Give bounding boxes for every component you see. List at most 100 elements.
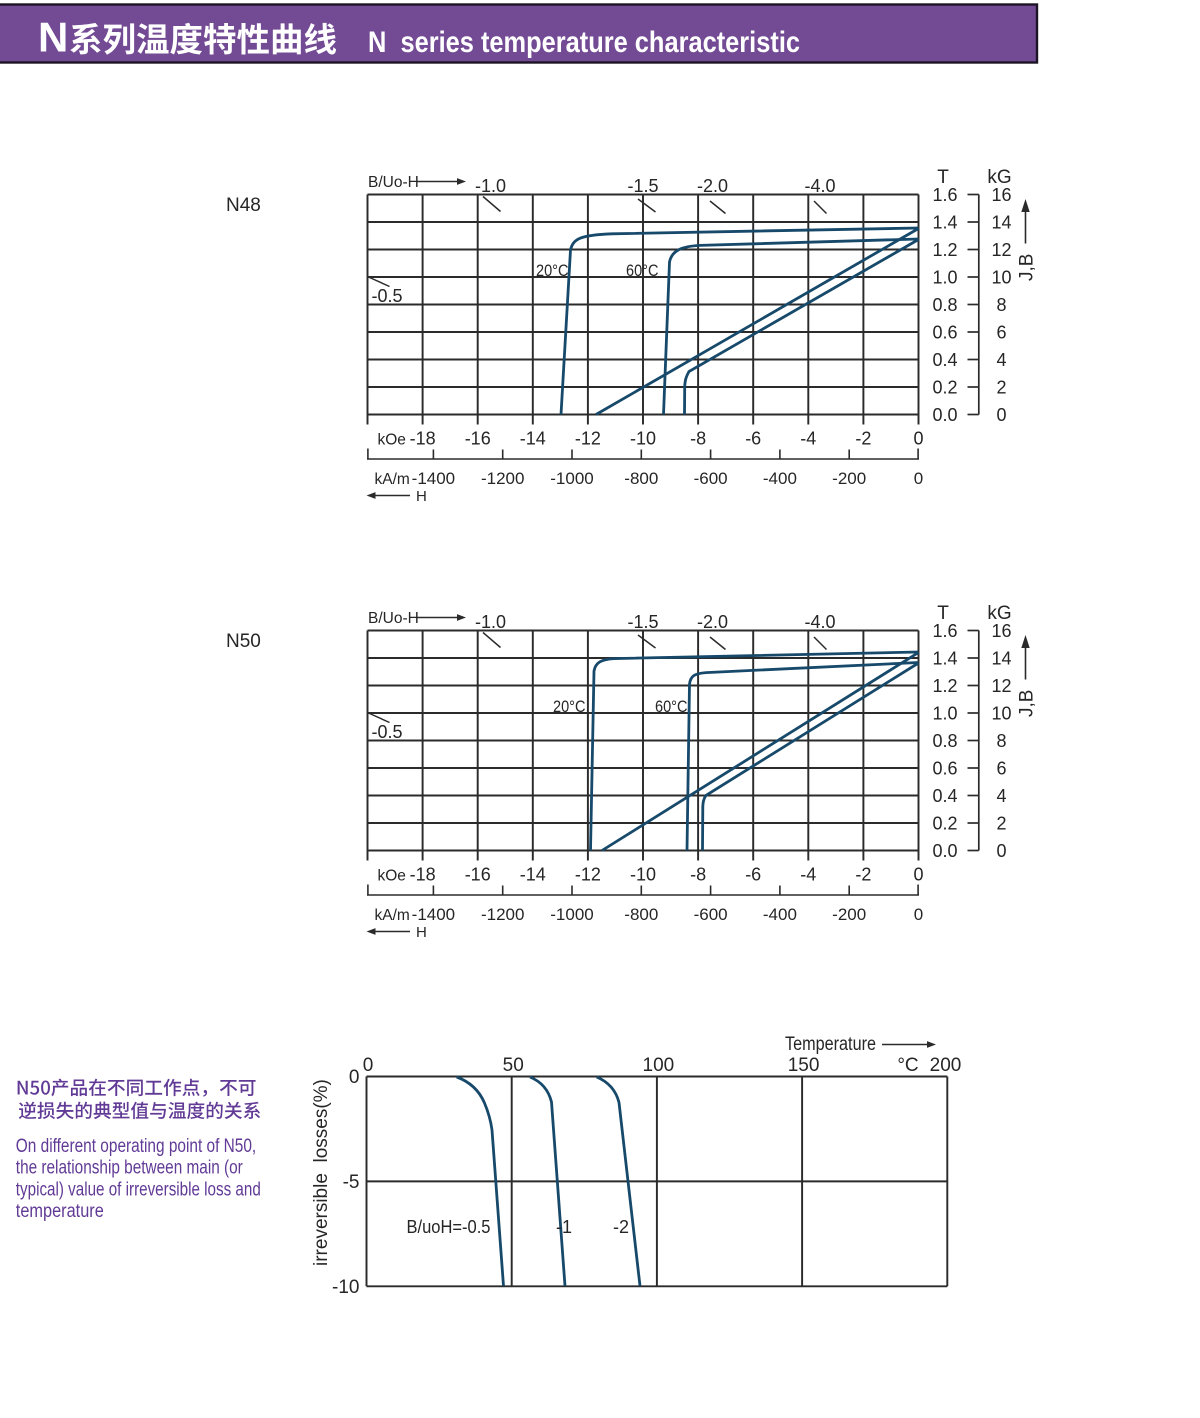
- svg-text:0.2: 0.2: [932, 814, 957, 834]
- svg-text:0.6: 0.6: [932, 323, 957, 343]
- svg-text:-1.5: -1.5: [627, 612, 658, 632]
- svg-text:irreversible losses(%): irreversible losses(%): [311, 1079, 332, 1266]
- svg-text:200: 200: [930, 1055, 962, 1076]
- svg-text:1.2: 1.2: [932, 240, 957, 260]
- svg-text:B/uoH=-0.5: B/uoH=-0.5: [407, 1217, 491, 1237]
- svg-text:0.4: 0.4: [932, 350, 957, 370]
- svg-text:-600: -600: [694, 469, 728, 488]
- svg-text:0.8: 0.8: [932, 731, 957, 751]
- svg-text:20°C: 20°C: [536, 261, 569, 280]
- svg-text:-6: -6: [745, 429, 761, 449]
- svg-text:-0.5: -0.5: [372, 286, 403, 306]
- svg-text:8: 8: [996, 731, 1006, 751]
- svg-text:0: 0: [363, 1055, 374, 1076]
- svg-text:0: 0: [914, 469, 923, 488]
- svg-text:J,B: J,B: [1017, 690, 1038, 717]
- svg-text:1.4: 1.4: [932, 213, 957, 233]
- svg-text:-8: -8: [690, 429, 706, 449]
- svg-text:16: 16: [991, 621, 1011, 641]
- svg-text:N50: N50: [226, 631, 261, 652]
- svg-text:1.0: 1.0: [932, 268, 957, 288]
- svg-text:-1.5: -1.5: [627, 176, 658, 196]
- svg-text:0.6: 0.6: [932, 759, 957, 779]
- svg-text:8: 8: [996, 295, 1006, 315]
- svg-text:4: 4: [996, 350, 1006, 370]
- svg-text:1.6: 1.6: [932, 185, 957, 205]
- svg-text:150: 150: [788, 1055, 820, 1076]
- svg-text:-1400: -1400: [412, 905, 455, 924]
- svg-text:0.0: 0.0: [932, 841, 957, 861]
- svg-text:H: H: [416, 488, 427, 505]
- svg-text:-400: -400: [763, 469, 797, 488]
- svg-text:-4.0: -4.0: [804, 612, 835, 632]
- svg-text:-2.0: -2.0: [697, 612, 728, 632]
- svg-text:temperature: temperature: [16, 1201, 104, 1222]
- svg-text:-1: -1: [556, 1217, 572, 1237]
- svg-text:H: H: [416, 924, 427, 941]
- svg-text:-200: -200: [832, 469, 866, 488]
- svg-text:2: 2: [996, 814, 1006, 834]
- svg-text:-600: -600: [694, 905, 728, 924]
- svg-text:-5: -5: [343, 1172, 360, 1193]
- svg-text:N series temperature characte: N series temperature characteristic: [368, 26, 800, 59]
- svg-text:kA/m: kA/m: [375, 471, 410, 488]
- svg-text:N: N: [38, 14, 68, 61]
- svg-text:T: T: [937, 603, 949, 624]
- svg-text:-16: -16: [465, 429, 491, 449]
- svg-text:-18: -18: [410, 865, 436, 885]
- svg-text:T: T: [937, 167, 949, 188]
- svg-text:-1400: -1400: [412, 469, 455, 488]
- svg-text:1.4: 1.4: [932, 649, 957, 669]
- svg-text:0.8: 0.8: [932, 295, 957, 315]
- svg-text:20°C: 20°C: [553, 697, 586, 716]
- svg-text:B/Uo-H: B/Uo-H: [368, 610, 419, 627]
- svg-text:On different operating point o: On different operating point of N50,: [16, 1136, 256, 1157]
- svg-text:J,B: J,B: [1017, 254, 1038, 281]
- svg-text:-2: -2: [613, 1217, 629, 1237]
- svg-text:-0.5: -0.5: [372, 722, 403, 742]
- svg-text:kA/m: kA/m: [375, 907, 410, 924]
- svg-text:6: 6: [996, 323, 1006, 343]
- svg-text:-12: -12: [575, 429, 601, 449]
- svg-text:-6: -6: [745, 865, 761, 885]
- svg-text:60°C: 60°C: [655, 697, 688, 716]
- svg-text:-14: -14: [520, 429, 546, 449]
- svg-text:-400: -400: [763, 905, 797, 924]
- svg-text:100: 100: [643, 1055, 675, 1076]
- svg-text:-4: -4: [800, 865, 816, 885]
- svg-text:10: 10: [991, 704, 1011, 724]
- svg-text:kG: kG: [987, 603, 1011, 624]
- svg-text:12: 12: [991, 240, 1011, 260]
- svg-text:-10: -10: [630, 429, 656, 449]
- svg-text:-16: -16: [465, 865, 491, 885]
- svg-text:1.6: 1.6: [932, 621, 957, 641]
- svg-text:-10: -10: [630, 865, 656, 885]
- svg-text:kG: kG: [987, 167, 1011, 188]
- svg-text:-8: -8: [690, 865, 706, 885]
- svg-text:14: 14: [991, 649, 1011, 669]
- svg-text:-10: -10: [332, 1277, 359, 1298]
- svg-text:-800: -800: [624, 469, 658, 488]
- svg-text:the relationship between main: the relationship between main (or: [16, 1158, 244, 1179]
- svg-text:-2.0: -2.0: [697, 176, 728, 196]
- svg-text:0: 0: [914, 905, 923, 924]
- svg-text:12: 12: [991, 676, 1011, 696]
- svg-text:-2: -2: [855, 429, 871, 449]
- svg-text:typical) value of irreversible: typical) value of irreversible loss and: [16, 1180, 261, 1201]
- svg-text:4: 4: [996, 786, 1006, 806]
- svg-text:-12: -12: [575, 865, 601, 885]
- svg-text:N48: N48: [226, 195, 261, 216]
- svg-text:-1000: -1000: [550, 469, 593, 488]
- svg-text:-200: -200: [832, 905, 866, 924]
- svg-text:-4.0: -4.0: [804, 176, 835, 196]
- svg-text:kOe: kOe: [378, 868, 406, 885]
- svg-text:-1200: -1200: [481, 905, 524, 924]
- svg-text:0: 0: [996, 841, 1006, 861]
- svg-text:0.2: 0.2: [932, 378, 957, 398]
- svg-text:14: 14: [991, 213, 1011, 233]
- svg-text:kOe: kOe: [378, 432, 406, 449]
- svg-text:-1.0: -1.0: [475, 176, 506, 196]
- svg-text:50: 50: [503, 1055, 524, 1076]
- svg-text:°C: °C: [897, 1055, 918, 1076]
- svg-text:0: 0: [349, 1067, 360, 1088]
